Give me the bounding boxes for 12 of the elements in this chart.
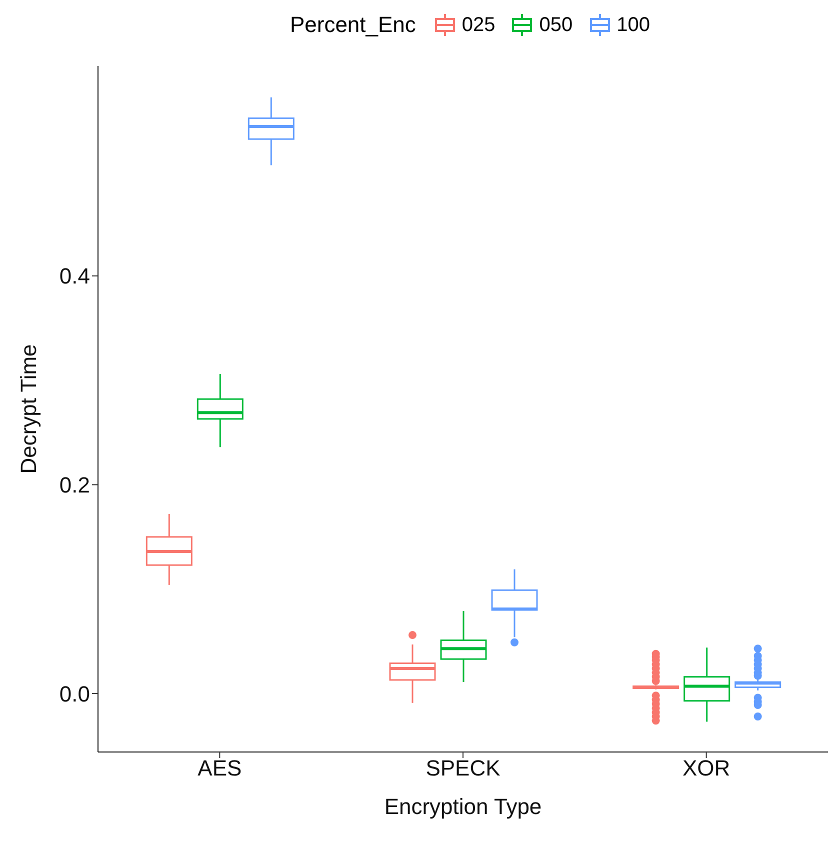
legend-label: 025 [462, 14, 496, 36]
y-tick-label: 0.4 [59, 264, 90, 289]
x-tick-label: XOR [682, 756, 730, 781]
legend-label: 050 [539, 14, 573, 36]
legend-title: Percent_Enc [290, 12, 416, 38]
x-tick-label: AES [198, 756, 242, 781]
y-tick-label: 0.2 [59, 472, 90, 498]
y-axis-title: Decrypt Time [16, 344, 41, 474]
x-axis-title: Encryption Type [384, 794, 542, 819]
legend-label: 100 [616, 14, 650, 36]
x-tick-label: SPECK [426, 756, 501, 781]
y-tick-label: 0.0 [59, 681, 90, 706]
